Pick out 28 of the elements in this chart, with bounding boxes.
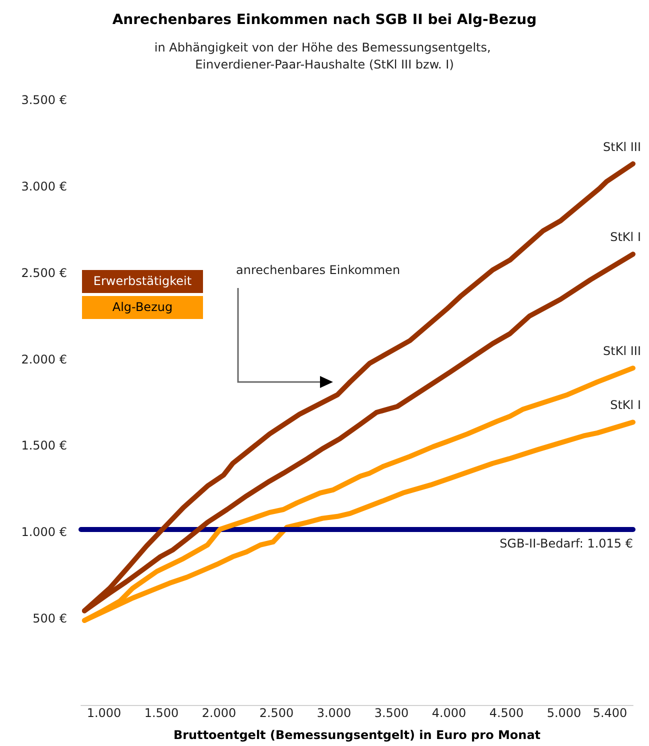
x-tick-label: 5.000 xyxy=(546,706,582,720)
x-tick-label: 1.000 xyxy=(86,706,122,720)
legend-box: Alg-Bezug xyxy=(82,296,203,319)
y-tick-label: 1.500 € xyxy=(21,438,67,453)
series-label: StKl I xyxy=(610,398,641,412)
y-tick-label: 3.500 € xyxy=(21,93,67,107)
y-tick-label: 2.000 € xyxy=(21,352,67,366)
series-label: StKl III xyxy=(603,140,641,154)
annotation: anrechenbares Einkommen xyxy=(236,263,400,277)
x-tick-label: 3.000 xyxy=(316,706,352,720)
x-tick-label: 4.000 xyxy=(432,706,466,720)
chart-subtitle: in Abhängigkeit von der Höhe des Bemessungsentgelts, Einverdiener-Paar-Haushalte (StKl III bzw. I) xyxy=(154,40,495,72)
x-tick-label: 4.500 xyxy=(489,706,524,720)
x-tick-label: 1.500 xyxy=(144,706,179,720)
x-tick-label: 3.500 xyxy=(374,706,409,720)
y-tick-label: 3.000 € xyxy=(21,179,67,194)
y-tick-label: 500 € xyxy=(32,612,67,626)
y-tick-label: 1.000 € xyxy=(21,525,67,540)
y-tick-label: 2.500 € xyxy=(21,266,67,280)
series-label: StKl III xyxy=(603,344,641,358)
series-label: StKl I xyxy=(610,230,641,244)
x-tick-label: 2.000 xyxy=(202,706,236,720)
chart-title: Anrechenbares Einkommen nach SGB II bei Alg-Bezug xyxy=(112,12,537,28)
x-tick-label: 5.400 xyxy=(592,706,628,720)
legend-box: Erwerbstätigkeit xyxy=(82,270,203,293)
x-axis-title: Bruttoentgelt (Bemessungsentgelt) in Euro pro Monat xyxy=(173,728,541,742)
ref-line-label: SGB-II-Bedarf: 1.015 € xyxy=(500,536,633,551)
x-tick-label: 2.500 xyxy=(259,706,294,720)
